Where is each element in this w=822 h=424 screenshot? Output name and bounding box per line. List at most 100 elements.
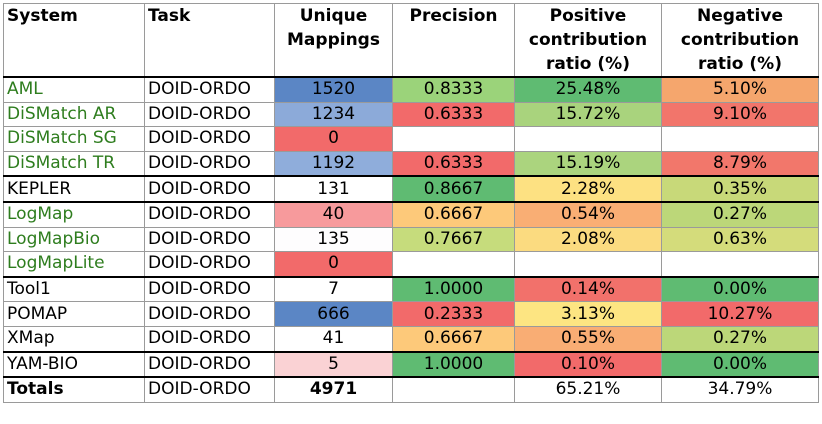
cell-positive-ratio: 0.54% <box>514 201 662 228</box>
cell-unique-mappings: 1234 <box>274 101 393 128</box>
cell-precision: 0.7667 <box>392 226 515 253</box>
header-negative-line: contribution <box>680 30 800 50</box>
cell-system: POMAP <box>3 301 145 327</box>
cell-system: AML <box>3 76 145 103</box>
cell-negative-ratio: 0.27% <box>661 201 819 228</box>
cell-precision: 0.8667 <box>392 175 515 203</box>
cell-negative-ratio: 0.00% <box>661 276 819 303</box>
header-row: System Task Unique Mappings Precision Po… <box>3 3 819 78</box>
table-row: KEPLER DOID-ORDO 131 0.8667 2.28% 0.35% <box>3 175 819 203</box>
cell-system: DiSMatch SG <box>3 126 145 152</box>
table-row: LogMapBio DOID-ORDO 135 0.7667 2.08% 0.63% <box>3 226 819 253</box>
cell-system: YAM-BIO <box>3 351 145 379</box>
cell-unique-mappings: 135 <box>274 226 393 253</box>
cell-negative-ratio: 0.63% <box>661 226 819 253</box>
totals-label: Totals <box>3 376 145 403</box>
cell-precision: 1.0000 <box>392 276 515 303</box>
cell-task: DOID-ORDO <box>144 175 275 203</box>
cell-system: LogMapLite <box>3 251 145 278</box>
cell-task: DOID-ORDO <box>144 101 275 128</box>
cell-positive-ratio: 0.55% <box>514 325 662 353</box>
totals-negative: 34.79% <box>661 376 819 403</box>
cell-unique-mappings: 666 <box>274 301 393 327</box>
header-negative-line: Negative <box>697 6 783 26</box>
cell-unique-mappings: 131 <box>274 175 393 203</box>
header-positive-contribution: Positive contribution ratio (%) <box>514 3 662 78</box>
header-system: System <box>3 3 145 78</box>
cell-negative-ratio: 0.35% <box>661 175 819 203</box>
cell-precision <box>392 126 515 152</box>
header-positive-line: Positive <box>549 6 627 26</box>
cell-precision: 0.6333 <box>392 101 515 128</box>
cell-positive-ratio: 15.19% <box>514 150 662 178</box>
header-positive-line: contribution <box>528 30 648 50</box>
header-unique-mappings-line: Unique <box>299 6 368 26</box>
cell-precision <box>392 251 515 278</box>
cell-task: DOID-ORDO <box>144 325 275 353</box>
cell-negative-ratio: 9.10% <box>661 101 819 128</box>
table-row: DiSMatch TR DOID-ORDO 1192 0.6333 15.19% 8.79… <box>3 150 819 178</box>
header-unique-mappings-line: Mappings <box>287 30 380 50</box>
cell-task: DOID-ORDO <box>144 226 275 253</box>
table-row: XMap DOID-ORDO 41 0.6667 0.55% 0.27% <box>3 325 819 353</box>
cell-positive-ratio: 2.08% <box>514 226 662 253</box>
table-row: LogMap DOID-ORDO 40 0.6667 0.54% 0.27% <box>3 201 819 228</box>
cell-unique-mappings: 40 <box>274 201 393 228</box>
cell-task: DOID-ORDO <box>144 251 275 278</box>
cell-positive-ratio <box>514 251 662 278</box>
cell-task: DOID-ORDO <box>144 351 275 379</box>
cell-unique-mappings: 1520 <box>274 76 393 103</box>
cell-negative-ratio <box>661 251 819 278</box>
totals-positive: 65.21% <box>514 376 662 403</box>
table-row: DiSMatch AR DOID-ORDO 1234 0.6333 15.72% 9.10… <box>3 101 819 128</box>
table-row: AML DOID-ORDO 1520 0.8333 25.48% 5.10% <box>3 76 819 103</box>
cell-system: DiSMatch TR <box>3 150 145 178</box>
cell-negative-ratio: 5.10% <box>661 76 819 103</box>
cell-system: KEPLER <box>3 175 145 203</box>
totals-task: DOID-ORDO <box>144 376 275 403</box>
cell-precision: 0.6333 <box>392 150 515 178</box>
cell-task: DOID-ORDO <box>144 201 275 228</box>
cell-unique-mappings: 41 <box>274 325 393 353</box>
cell-unique-mappings: 1192 <box>274 150 393 178</box>
header-positive-line: ratio (%) <box>546 54 630 74</box>
table-row: POMAP DOID-ORDO 666 0.2333 3.13% 10.27% <box>3 301 819 327</box>
cell-positive-ratio: 0.10% <box>514 351 662 379</box>
table-row: DiSMatch SG DOID-ORDO 0 <box>3 126 819 152</box>
cell-unique-mappings: 0 <box>274 251 393 278</box>
cell-precision: 0.6667 <box>392 201 515 228</box>
table-row: YAM-BIO DOID-ORDO 5 1.0000 0.10% 0.00% <box>3 351 819 379</box>
cell-negative-ratio: 8.79% <box>661 150 819 178</box>
totals-mappings: 4971 <box>274 376 393 403</box>
totals-precision <box>392 376 515 403</box>
cell-positive-ratio: 15.72% <box>514 101 662 128</box>
cell-precision: 1.0000 <box>392 351 515 379</box>
header-precision: Precision <box>392 3 515 78</box>
cell-task: DOID-ORDO <box>144 76 275 103</box>
cell-system: LogMap <box>3 201 145 228</box>
cell-system: Tool1 <box>3 276 145 303</box>
cell-system: LogMapBio <box>3 226 145 253</box>
results-table: System Task Unique Mappings Precision Po… <box>3 3 819 403</box>
totals-row: Totals DOID-ORDO 4971 65.21% 34.79% <box>3 376 819 403</box>
cell-positive-ratio: 0.14% <box>514 276 662 303</box>
cell-precision: 0.8333 <box>392 76 515 103</box>
cell-precision: 0.2333 <box>392 301 515 327</box>
cell-negative-ratio: 0.27% <box>661 325 819 353</box>
cell-negative-ratio <box>661 126 819 152</box>
cell-task: DOID-ORDO <box>144 150 275 178</box>
cell-positive-ratio <box>514 126 662 152</box>
header-unique-mappings: Unique Mappings <box>274 3 393 78</box>
cell-negative-ratio: 0.00% <box>661 351 819 379</box>
cell-positive-ratio: 2.28% <box>514 175 662 203</box>
cell-unique-mappings: 0 <box>274 126 393 152</box>
cell-unique-mappings: 5 <box>274 351 393 379</box>
cell-unique-mappings: 7 <box>274 276 393 303</box>
cell-positive-ratio: 25.48% <box>514 76 662 103</box>
cell-negative-ratio: 10.27% <box>661 301 819 327</box>
cell-precision: 0.6667 <box>392 325 515 353</box>
header-task: Task <box>144 3 275 78</box>
cell-positive-ratio: 3.13% <box>514 301 662 327</box>
cell-task: DOID-ORDO <box>144 126 275 152</box>
header-negative-contribution: Negative contribution ratio (%) <box>661 3 819 78</box>
